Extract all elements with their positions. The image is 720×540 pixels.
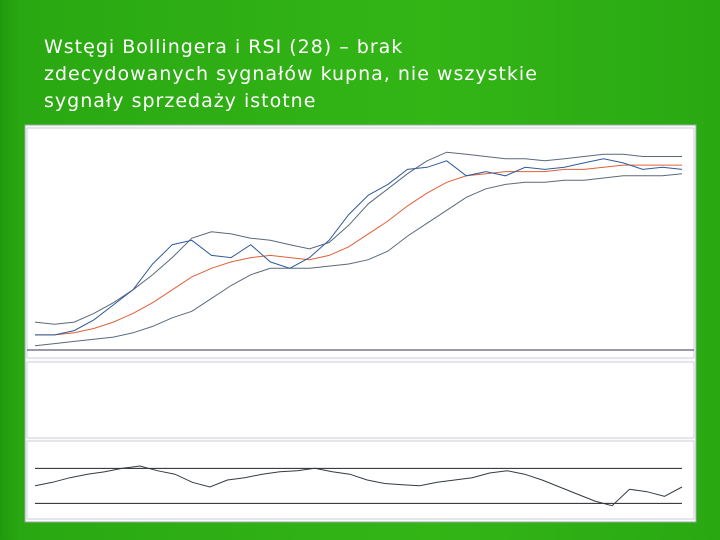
- series-line: [35, 158, 683, 336]
- title-line: sygnały sprzedaży istotne: [44, 90, 317, 112]
- volume-panel: [26, 361, 695, 439]
- series-line: [34, 151, 682, 325]
- title-line: Wstęgi Bollingera i RSI (28) – brak: [44, 36, 404, 58]
- series-line: [35, 164, 682, 336]
- price-panel: [26, 127, 695, 359]
- rsi-panel: [26, 440, 695, 520]
- title-line: zdecydowanych sygnałów kupna, nie wszyst…: [44, 63, 538, 85]
- slide-title: Wstęgi Bollingera i RSI (28) – brak zdec…: [44, 34, 704, 115]
- series-line: [34, 465, 683, 507]
- series-line: [34, 173, 683, 347]
